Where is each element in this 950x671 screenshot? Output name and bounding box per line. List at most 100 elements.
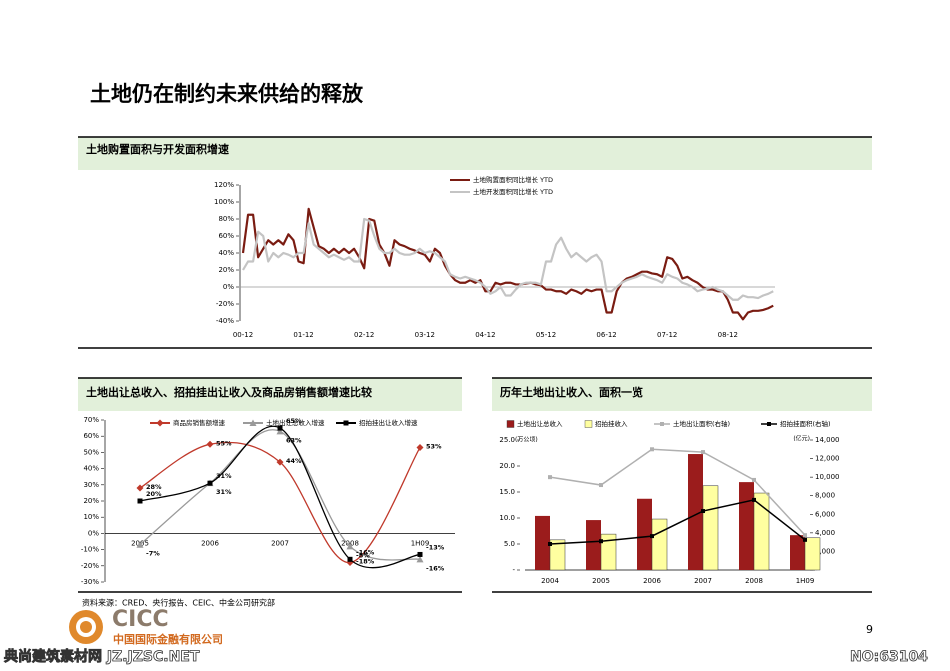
data-label: -18%	[356, 558, 375, 566]
point	[417, 551, 423, 557]
legend-marker	[343, 420, 349, 426]
y-tick-label: 60%	[83, 432, 99, 440]
series-line	[241, 207, 774, 321]
y-tick-label: 120%	[214, 181, 234, 189]
data-label: -16%	[426, 564, 445, 572]
x-tick-label: 06-12	[596, 331, 616, 339]
y-tick-label: -20%	[81, 562, 99, 570]
data-label: -8%	[356, 551, 370, 559]
panel-header	[492, 378, 872, 411]
series-line	[139, 425, 421, 569]
legend-label: 土地出让总收入增速	[266, 418, 325, 427]
y-tick-label: -30%	[81, 578, 99, 586]
point	[277, 425, 283, 431]
legend-label: 土地购置面积同比增长 YTD	[473, 175, 553, 184]
legend-label: 商品房销售额增速	[173, 418, 226, 427]
legend-label: 土地出让总收入	[517, 419, 563, 428]
bar	[549, 539, 566, 571]
point	[752, 497, 756, 502]
y-tick-label: 20.0	[499, 462, 515, 470]
x-tick-label: 2006	[201, 539, 219, 547]
y-tick-label: 15.0	[499, 488, 515, 496]
bar	[535, 515, 550, 570]
x-tick-label: 05-12	[536, 331, 556, 339]
point	[137, 498, 143, 504]
y-tick-label: 12,000	[815, 455, 840, 463]
series-line	[242, 217, 774, 301]
company-name: 中国国际金融有限公司	[113, 632, 223, 646]
point	[346, 542, 354, 550]
y-tick-label: 8,000	[815, 492, 835, 500]
panel-header	[78, 137, 872, 170]
point	[416, 555, 424, 563]
source-note: 资料来源：CRED、央行报告、CEIC、中金公司研究部	[82, 598, 275, 608]
watermark: 典尚建筑素材网 JZ.JZSC.NET	[4, 648, 200, 665]
legend-label: 土地出让面积(右轴)	[673, 419, 730, 428]
series-line	[549, 499, 806, 545]
y-tick-label: 70%	[83, 416, 99, 424]
y-tick-label: 10,000	[815, 473, 840, 481]
y-tick-label: 20%	[218, 266, 234, 274]
data-label: 53%	[426, 443, 442, 451]
x-tick-label: 08-12	[718, 331, 738, 339]
x-tick-label: 1H09	[796, 577, 815, 585]
data-label: -7%	[146, 550, 160, 558]
axis-unit: (万公顷)	[515, 436, 538, 444]
series-line	[139, 441, 421, 564]
point	[276, 458, 284, 466]
bar	[586, 520, 601, 570]
data-label: 28%	[146, 483, 162, 491]
y-tick-label: 6,000	[815, 510, 835, 518]
legend-label: 招拍挂收入	[595, 419, 628, 428]
x-tick-label: 02-12	[354, 331, 374, 339]
bar	[600, 533, 617, 571]
y-tick-label: 30%	[83, 481, 99, 489]
series-line	[549, 448, 806, 536]
legend-marker	[249, 419, 257, 426]
y-tick-label: 40%	[218, 249, 234, 257]
y-tick-label: 0%	[88, 529, 99, 537]
x-tick-label: 2006	[643, 577, 661, 585]
x-tick-label: 1H09	[411, 539, 430, 547]
bar	[753, 492, 770, 571]
legend-marker	[156, 419, 164, 427]
x-tick-label: 07-12	[657, 331, 677, 339]
legend-swatch	[584, 420, 593, 428]
bar	[804, 537, 821, 571]
page-number: 9	[866, 623, 873, 636]
point	[650, 534, 654, 539]
panel-title: 土地出让总收入、招拍挂出让收入及商品房销售额增速比较	[86, 385, 372, 399]
y-tick-label: -40%	[216, 317, 234, 325]
x-tick-label: 2007	[694, 577, 712, 585]
point	[650, 447, 654, 452]
panel-header	[78, 378, 462, 411]
legend-marker	[660, 422, 664, 426]
y-tick-label: 60%	[218, 232, 234, 240]
legend-label: 土地开发面积同比增长 YTD	[473, 187, 553, 196]
point	[701, 450, 705, 455]
data-label: 31%	[216, 488, 232, 496]
bar	[702, 485, 719, 571]
data-label: 65%	[286, 417, 302, 425]
point	[347, 556, 353, 562]
x-tick-label: 2008	[745, 577, 763, 585]
legend-label: 招拍挂面积(右轴)	[780, 419, 831, 428]
y-tick-label: 40%	[83, 465, 99, 473]
bar	[637, 498, 652, 570]
panel-title: 土地购置面积与开发面积增速	[86, 142, 229, 156]
data-label: 31%	[216, 472, 232, 480]
point	[701, 509, 705, 514]
y-tick-label: 50%	[83, 448, 99, 456]
y-tick-label: 0%	[223, 283, 234, 291]
point	[599, 539, 603, 544]
point	[416, 444, 424, 452]
point	[136, 541, 144, 548]
y-tick-label: -20%	[216, 300, 234, 308]
legend-swatch	[506, 420, 515, 428]
x-tick-label: 00-12	[233, 331, 253, 339]
bar	[790, 535, 805, 570]
x-tick-label: 03-12	[415, 331, 435, 339]
data-label: 44%	[286, 457, 302, 465]
y-tick-label: 100%	[214, 198, 234, 206]
